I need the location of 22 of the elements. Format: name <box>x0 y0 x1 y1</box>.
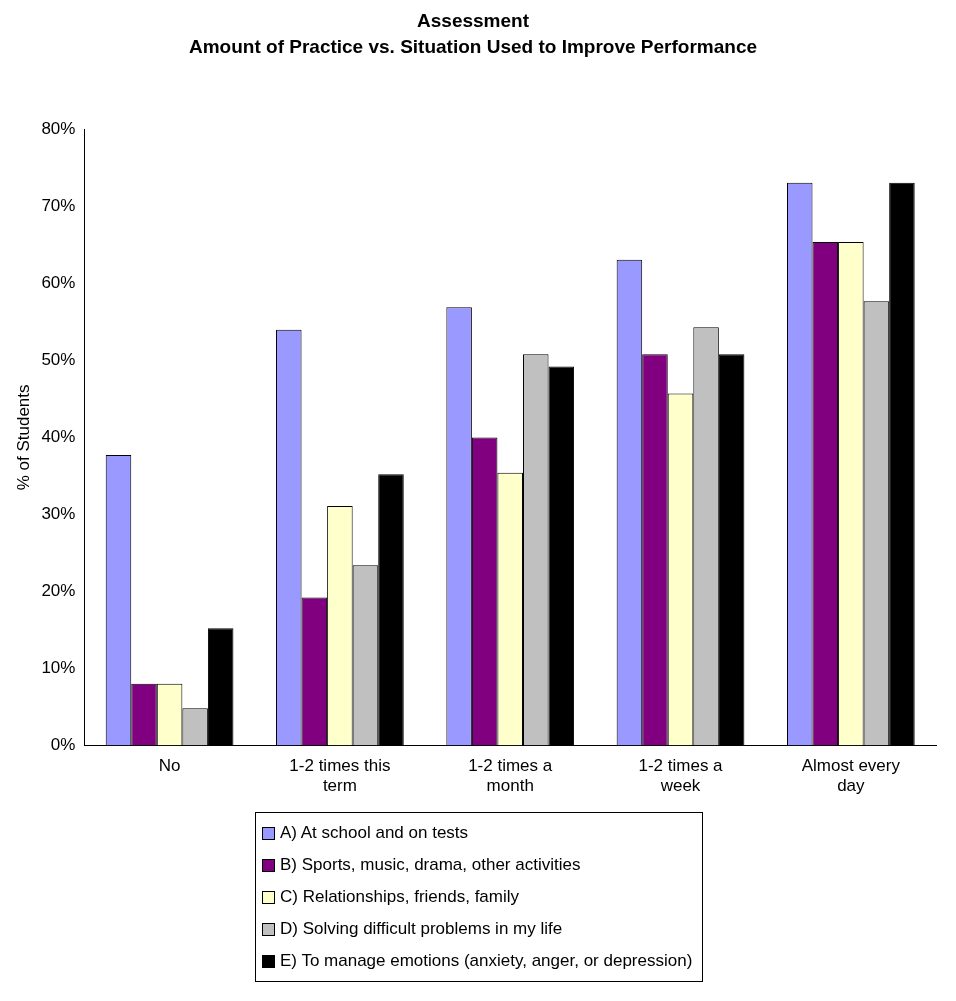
y-tick-label: 60% <box>41 273 76 293</box>
legend-label: B) Sports, music, drama, other activities <box>280 855 581 875</box>
y-tick-label: 80% <box>41 119 76 139</box>
y-tick-label: 40% <box>41 427 76 447</box>
y-tick-label: 10% <box>41 657 76 677</box>
y-tick-label: 20% <box>41 580 76 600</box>
y-axis-title: % of Students <box>13 384 33 491</box>
y-tick-label: 30% <box>41 504 76 524</box>
x-tick-label: Almost every day <box>801 756 901 796</box>
x-tick-label: 1-2 times this term <box>289 756 391 796</box>
y-tick-label: 70% <box>41 196 76 216</box>
chart-title: Assessment <box>417 9 530 31</box>
y-tick-label: 50% <box>41 350 76 370</box>
y-tick-label: 0% <box>50 734 76 754</box>
x-tick-label: 1-2 times a month <box>468 756 553 796</box>
x-tick-label: No <box>158 756 181 776</box>
legend-label: C) Relationships, friends, family <box>280 887 520 907</box>
legend-label: A) At school and on tests <box>280 823 469 843</box>
chart-subtitle: Amount of Practice vs. Situation Used to Improve Performance <box>188 36 758 58</box>
legend-label: E) To manage emotions (anxiety, anger, or depression) <box>280 951 693 971</box>
legend-label: D) Solving difficult problems in my life <box>280 919 563 939</box>
x-tick-label: 1-2 times a week <box>638 756 724 796</box>
